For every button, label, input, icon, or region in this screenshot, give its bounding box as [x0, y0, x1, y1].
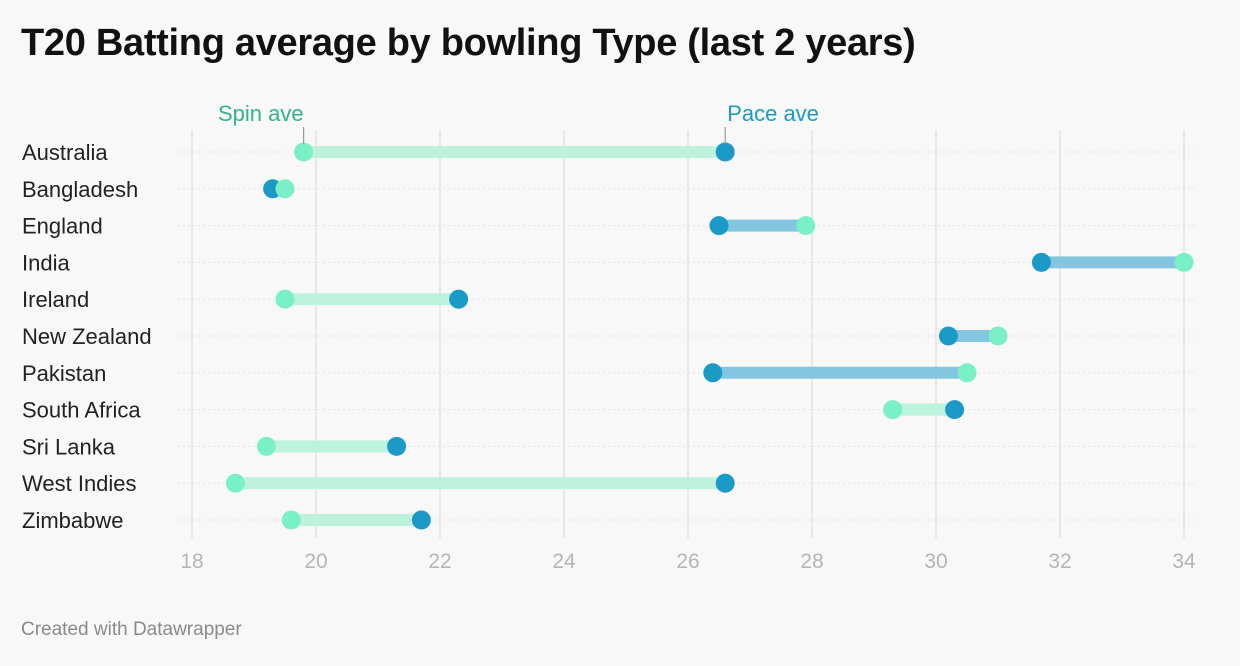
series-key: Spin ave Pace ave	[218, 101, 819, 144]
spin-point	[275, 289, 295, 309]
spin-point	[294, 142, 314, 162]
pace-point	[449, 289, 469, 309]
pace-point	[945, 400, 965, 420]
category-label: England	[22, 214, 103, 239]
x-tick-label: 32	[1048, 550, 1071, 573]
category-label: Bangladesh	[22, 177, 138, 202]
range-bars	[235, 146, 1184, 526]
grid-lines	[191, 130, 1185, 538]
category-label: Pakistan	[22, 361, 106, 386]
category-labels: Australia Bangladesh England India Ireland Ne…	[22, 140, 152, 533]
category-label: South Africa	[22, 398, 141, 423]
category-label: Zimbabwe	[22, 508, 123, 533]
spin-point	[796, 216, 816, 236]
spin-point	[957, 363, 977, 383]
pace-point	[387, 436, 407, 456]
x-tick-label: 34	[1172, 550, 1196, 573]
category-label: Australia	[22, 140, 108, 165]
footer-credit: Created with Datawrapper	[21, 619, 242, 640]
pace-point	[1031, 252, 1051, 272]
pace-point	[703, 363, 723, 383]
x-tick-label: 24	[552, 550, 576, 573]
spin-point	[275, 179, 295, 199]
category-label: Ireland	[22, 287, 89, 312]
pace-point	[709, 216, 729, 236]
pace-point	[938, 326, 958, 346]
chart: 18 20 22 24 26 28 30 32 34 Australia Bangladesh En…	[22, 101, 1196, 573]
x-tick-label: 30	[924, 550, 947, 573]
row-guides	[178, 151, 1196, 521]
x-tick-label: 20	[304, 550, 327, 573]
spin-point	[225, 473, 245, 493]
spin-point	[256, 436, 276, 456]
category-label: Sri Lanka	[22, 434, 116, 459]
data-points	[225, 142, 1194, 530]
pace-point	[411, 510, 431, 530]
spin-key-label: Spin ave	[218, 101, 304, 126]
spin-point	[988, 326, 1008, 346]
x-tick-label: 22	[428, 550, 451, 573]
category-label: India	[22, 250, 70, 275]
pace-key-label: Pace ave	[727, 101, 819, 126]
pace-point	[715, 473, 735, 493]
spin-point	[1174, 252, 1194, 272]
chart-title: T20 Batting average by bowling Type (las…	[21, 22, 916, 64]
x-axis-ticks: 18 20 22 24 26 28 30 32 34	[180, 550, 1196, 573]
category-label: New Zealand	[22, 324, 152, 349]
pace-point	[715, 142, 735, 162]
x-tick-label: 18	[180, 550, 203, 573]
spin-point	[883, 400, 903, 420]
x-tick-label: 26	[676, 550, 699, 573]
category-label: West Indies	[22, 471, 137, 496]
x-tick-label: 28	[800, 550, 823, 573]
spin-point	[281, 510, 301, 530]
